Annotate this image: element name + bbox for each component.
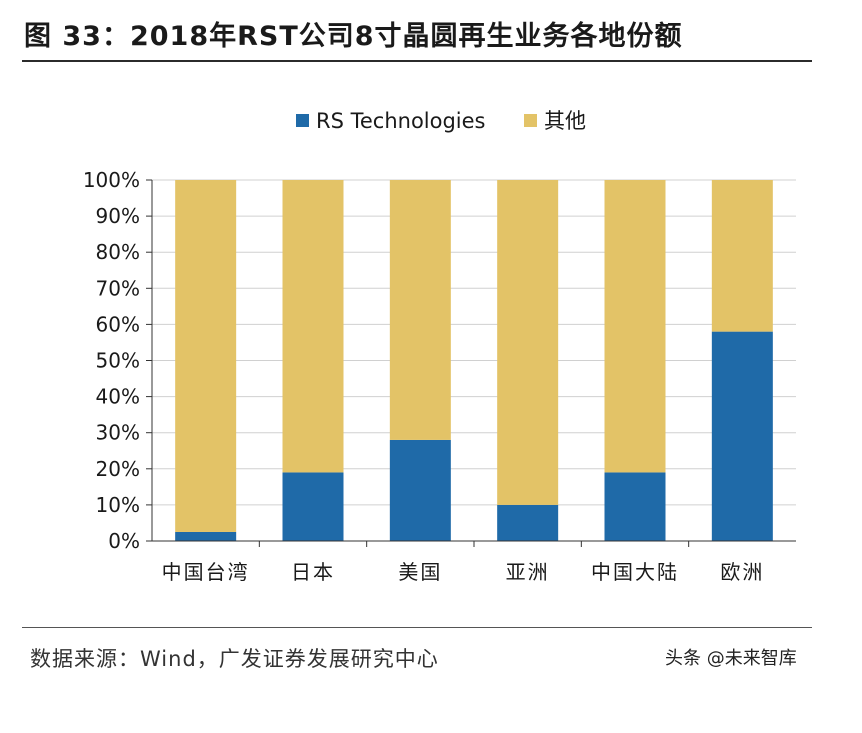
y-tick-label: 10% bbox=[96, 493, 140, 517]
bar-segment bbox=[497, 504, 559, 541]
bar-segment bbox=[282, 180, 344, 473]
bars bbox=[175, 180, 773, 541]
bar-segment bbox=[497, 180, 559, 505]
y-axis: 0% 10% 20% 30% 40% 50% 60% 70% 80% 90% 100% bbox=[83, 168, 153, 553]
gridlines bbox=[152, 179, 796, 506]
stacked-bar-chart: RS Technologies 其他 0% 10% 20% 30% 40% 50% 60% 70… bbox=[83, 109, 796, 584]
y-tick-label: 80% bbox=[96, 240, 140, 264]
figure-title: 图 33：2018年RST公司8寸晶圆再生业务各地份额 bbox=[24, 21, 683, 52]
bar-segment bbox=[711, 180, 773, 332]
bar-segment bbox=[175, 180, 237, 532]
legend-label: 其他 bbox=[544, 109, 586, 133]
bar-segment bbox=[604, 180, 666, 473]
x-tick-label: 亚洲 bbox=[506, 560, 550, 584]
bar-segment bbox=[389, 180, 451, 440]
y-tick-label: 30% bbox=[96, 421, 140, 445]
source-divider bbox=[22, 627, 812, 628]
source-note: 数据来源：Wind，广发证券发展研究中心 bbox=[30, 647, 439, 671]
bar-segment bbox=[175, 531, 237, 541]
x-tick-label: 日本 bbox=[291, 560, 335, 584]
y-tick-label: 0% bbox=[108, 529, 140, 553]
x-tick-label: 美国 bbox=[398, 560, 442, 584]
y-tick-label: 50% bbox=[96, 349, 140, 373]
y-tick-label: 60% bbox=[96, 312, 140, 336]
bar-segment bbox=[389, 439, 451, 541]
bar-segment bbox=[711, 331, 773, 541]
y-tick-label: 90% bbox=[96, 204, 140, 228]
legend-swatch bbox=[524, 114, 537, 127]
title-divider bbox=[22, 60, 812, 62]
watermark-text: 头条 @未来智库 bbox=[662, 644, 800, 670]
legend: RS Technologies 其他 bbox=[296, 109, 586, 133]
legend-label: RS Technologies bbox=[316, 109, 486, 133]
bar-segment bbox=[282, 472, 344, 541]
x-tick-label: 欧洲 bbox=[720, 560, 764, 584]
bar-segment bbox=[604, 472, 666, 541]
y-tick-label: 20% bbox=[96, 457, 140, 481]
y-tick-label: 100% bbox=[83, 168, 140, 192]
legend-swatch bbox=[296, 114, 309, 127]
y-tick-label: 70% bbox=[96, 276, 140, 300]
x-tick-label: 中国大陆 bbox=[591, 560, 679, 584]
x-axis: 中国台湾 日本 美国 亚洲 中国大陆 欧洲 bbox=[152, 540, 796, 584]
y-tick-label: 40% bbox=[96, 385, 140, 409]
x-tick-label: 中国台湾 bbox=[162, 560, 250, 584]
